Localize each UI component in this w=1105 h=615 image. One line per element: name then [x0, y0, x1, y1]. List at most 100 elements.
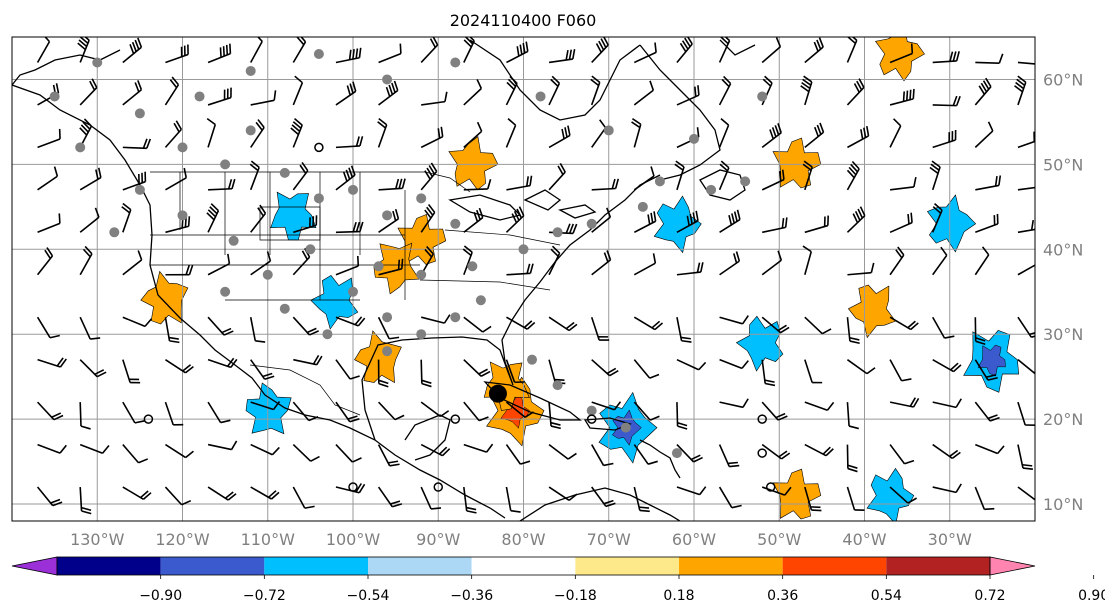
lon-tick-label: 30°W: [928, 530, 972, 549]
wind-barb: [889, 118, 902, 148]
lon-tick-label: 40°W: [842, 530, 886, 549]
wind-barb: [889, 486, 918, 504]
lat-tick-label: 40°N: [1043, 240, 1083, 259]
wind-barb: [633, 166, 655, 191]
wind-barb: [505, 118, 517, 148]
station-dot: [373, 261, 384, 272]
station-dot: [305, 244, 316, 255]
wind-barb: [463, 486, 477, 514]
colorbar-segment: [782, 557, 887, 575]
colorbar-tick-label: 0.54: [871, 588, 902, 604]
wind-barb: [164, 401, 184, 426]
colorbar-tick-label: 0.36: [767, 588, 798, 604]
wind-barb: [207, 316, 234, 336]
wind-barb: [377, 444, 400, 467]
wind-barb: [79, 443, 110, 454]
wind-barb: [932, 51, 960, 64]
wind-barb: [293, 215, 318, 234]
wind-barb: [800, 75, 813, 106]
wind-barb: [505, 206, 525, 233]
wind-barb: [335, 401, 360, 423]
wind-barb: [420, 162, 438, 191]
wind-barb: [846, 78, 865, 106]
wind-barb: [79, 245, 93, 276]
wind-barb: [676, 358, 707, 371]
wind-barb: [676, 262, 704, 276]
wind-barb: [420, 486, 442, 510]
wind-barb: [292, 316, 319, 336]
wind-barb: [79, 167, 102, 191]
station-dot: [757, 91, 768, 102]
wind-barb: [1017, 316, 1035, 338]
wind-barb: [548, 316, 578, 332]
wind-barb: [79, 316, 101, 340]
station-dot: [245, 125, 256, 136]
wind-barb: [804, 486, 822, 512]
wind-barb: [548, 162, 566, 191]
wind-barb: [250, 204, 267, 233]
wind-barb: [463, 121, 483, 148]
wind-barb: [718, 160, 730, 191]
coastline-greenland: [719, 39, 756, 56]
wind-barb: [1017, 444, 1033, 470]
wind-barb: [974, 77, 992, 106]
wind-barb: [719, 358, 749, 370]
station-dot: [262, 269, 273, 280]
station-ring: [450, 414, 461, 424]
station-dot: [416, 193, 427, 204]
wind-barb: [207, 43, 232, 64]
wind-barb: [250, 486, 280, 500]
station-dot: [49, 91, 60, 102]
wind-barb: [548, 402, 561, 430]
wind-barb: [36, 486, 63, 507]
wind-barb: [761, 169, 785, 191]
wind-barb: [420, 126, 444, 149]
wind-barb: [378, 178, 406, 191]
wind-barb: [548, 49, 576, 64]
wind-barb: [207, 357, 238, 369]
wind-barb: [463, 207, 484, 233]
wind-barb: [206, 117, 217, 148]
station-dot: [245, 65, 256, 76]
station-dot: [689, 133, 699, 144]
wind-barb: [463, 316, 492, 333]
station-dot: [637, 201, 648, 212]
wind-barb: [165, 167, 188, 191]
wind-barb: [631, 118, 642, 148]
wind-barb: [676, 486, 707, 496]
wind-barb: [335, 136, 364, 149]
wind-barb: [122, 37, 143, 64]
station-dot: [654, 176, 665, 187]
wind-barb: [208, 178, 236, 191]
station-dot: [177, 210, 188, 221]
lon-tick-label: 110°W: [241, 530, 296, 549]
station-ring: [348, 482, 358, 492]
station-dot: [109, 227, 120, 238]
wind-barb: [802, 160, 813, 191]
wind-barb: [1017, 401, 1035, 426]
colorbar-segment: [679, 557, 783, 575]
wind-barb: [165, 443, 194, 459]
wind-barb: [674, 160, 685, 191]
wind-barb: [975, 53, 1004, 64]
wind-barb: [122, 250, 143, 276]
wind-barb: [335, 255, 360, 276]
wind-barb: [79, 207, 100, 233]
wind-barb: [79, 486, 92, 515]
wind-barb: [335, 359, 360, 380]
wind-barb: [420, 204, 436, 233]
station-ring: [765, 482, 776, 492]
wind-barb: [506, 263, 534, 276]
negative-contour-region: [270, 191, 317, 241]
wind-barb: [929, 160, 941, 191]
wind-barb: [932, 130, 957, 149]
wind-barb: [718, 118, 730, 148]
wind-barb: [122, 138, 152, 150]
latitude-tick-labels: 10°N 20°N 30°N 40°N 50°N 60°N: [1043, 70, 1083, 514]
station-dot: [620, 422, 631, 433]
wind-barb: [633, 316, 664, 331]
wind-barb: [974, 317, 986, 345]
wind-barb: [505, 486, 521, 513]
negative-contour-region: [866, 467, 915, 521]
